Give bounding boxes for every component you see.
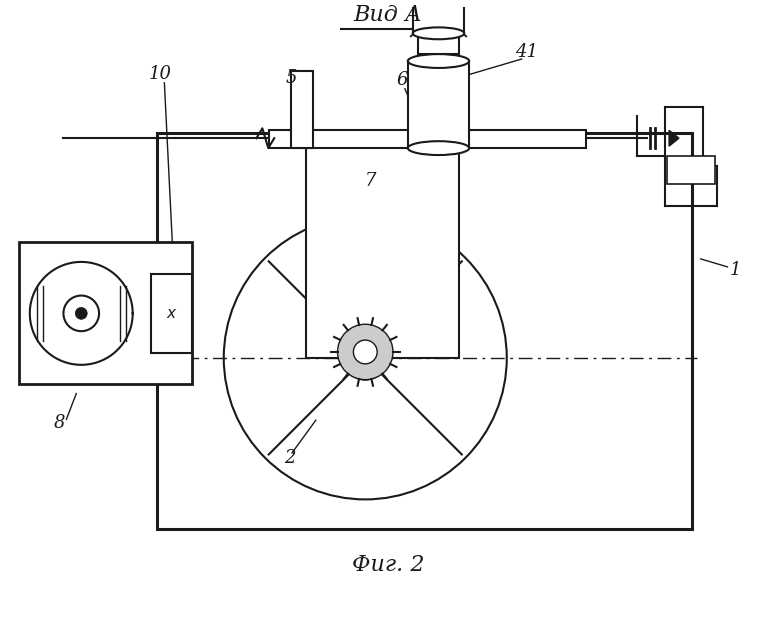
Text: 10: 10 — [148, 65, 172, 83]
Circle shape — [353, 340, 378, 364]
Polygon shape — [30, 262, 133, 365]
Bar — [408, 61, 469, 148]
Text: 6: 6 — [397, 71, 409, 89]
Text: 41: 41 — [515, 43, 537, 61]
Bar — [306, 138, 459, 358]
Text: 2: 2 — [284, 449, 296, 467]
Circle shape — [360, 353, 370, 363]
Text: x: x — [167, 306, 176, 321]
Bar — [667, 156, 714, 184]
Text: 1: 1 — [729, 261, 741, 279]
Circle shape — [343, 336, 387, 380]
Bar — [151, 274, 192, 353]
Bar — [418, 36, 459, 54]
Ellipse shape — [408, 54, 469, 68]
Bar — [291, 71, 313, 148]
Circle shape — [76, 308, 87, 319]
Bar — [269, 130, 586, 148]
Text: Фиг. 2: Фиг. 2 — [352, 554, 424, 575]
Bar — [19, 242, 192, 384]
Ellipse shape — [408, 141, 469, 155]
Bar — [158, 134, 692, 529]
Polygon shape — [669, 130, 679, 146]
Text: Вид А: Вид А — [353, 4, 423, 27]
Text: 7: 7 — [365, 172, 377, 190]
Ellipse shape — [413, 27, 464, 39]
Text: 8: 8 — [54, 414, 65, 432]
Circle shape — [338, 324, 393, 380]
Text: 5: 5 — [285, 69, 296, 87]
Bar — [413, 0, 464, 34]
